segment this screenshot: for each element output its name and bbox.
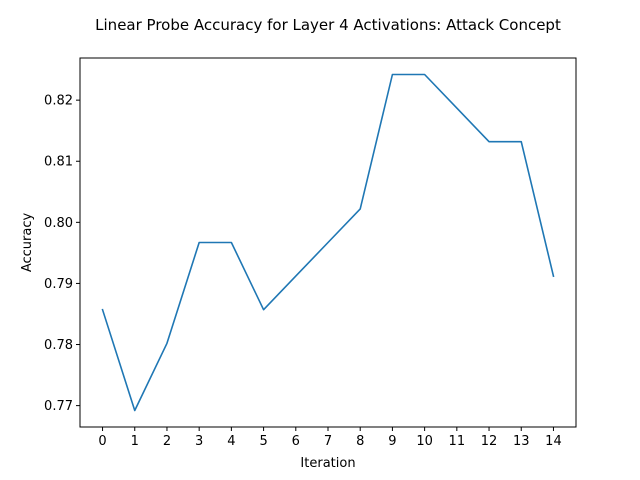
x-tick-label: 11 (449, 434, 466, 449)
y-tick-label: 0.79 (44, 277, 73, 292)
y-tick-label: 0.80 (44, 216, 73, 231)
x-axis-label: Iteration (300, 456, 355, 471)
y-axis-ticks: 0.77 0.78 0.79 0.80 0.81 0.82 (44, 94, 80, 414)
y-tick-label: 0.81 (44, 155, 73, 170)
x-tick-label: 10 (416, 434, 433, 449)
x-tick-label: 12 (481, 434, 498, 449)
series-line (101, 73, 555, 412)
x-tick-label: 2 (163, 434, 171, 449)
x-axis-ticks: 0 1 2 3 4 5 6 7 8 9 10 11 12 13 14 (98, 427, 562, 449)
plot-area (101, 73, 555, 412)
y-axis-label: Accuracy (20, 213, 35, 273)
x-tick-label: 3 (195, 434, 203, 449)
x-tick-label: 13 (513, 434, 530, 449)
x-tick-label: 4 (227, 434, 235, 449)
x-tick-label: 14 (545, 434, 562, 449)
x-tick-label: 6 (292, 434, 300, 449)
x-tick-label: 1 (131, 434, 139, 449)
chart-title: Linear Probe Accuracy for Layer 4 Activa… (95, 16, 561, 34)
x-tick-label: 9 (388, 434, 396, 449)
x-tick-label: 5 (259, 434, 267, 449)
x-tick-label: 7 (324, 434, 332, 449)
y-tick-label: 0.82 (44, 94, 73, 109)
y-tick-label: 0.77 (44, 399, 73, 414)
y-tick-label: 0.78 (44, 338, 73, 353)
x-tick-label: 0 (98, 434, 106, 449)
x-tick-label: 8 (356, 434, 364, 449)
